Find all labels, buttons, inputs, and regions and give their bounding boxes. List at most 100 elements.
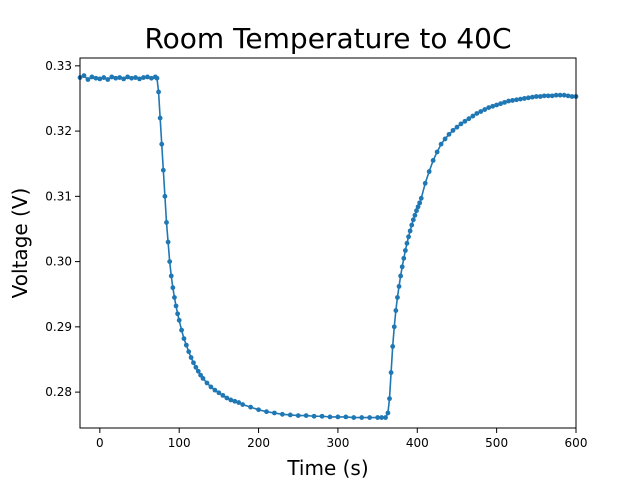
data-point (183, 342, 189, 348)
data-point (410, 217, 416, 223)
y-tick-label: 0.32 (45, 124, 72, 138)
chart-title: Room Temperature to 40C (144, 22, 511, 55)
data-point (498, 101, 504, 107)
data-point (272, 410, 277, 416)
data-point (385, 410, 391, 416)
data-point (398, 273, 404, 279)
data-point (216, 390, 222, 396)
data-point (319, 413, 325, 419)
data-point (164, 220, 169, 225)
series-layer (77, 73, 579, 420)
data-point (200, 376, 206, 381)
x-tick-label: 500 (485, 436, 508, 450)
data-point (191, 360, 196, 366)
x-tick-label: 400 (406, 436, 429, 450)
data-point (391, 324, 397, 330)
data-point (553, 92, 559, 98)
data-point (133, 75, 138, 80)
data-point (434, 149, 440, 155)
data-point (502, 99, 507, 105)
data-point (113, 75, 119, 81)
data-point (375, 415, 380, 420)
data-point (303, 413, 309, 418)
data-point (430, 158, 436, 163)
data-point (418, 195, 424, 201)
data-point (129, 75, 134, 81)
data-point (545, 93, 551, 99)
data-point (179, 327, 184, 333)
data-point (406, 234, 411, 240)
data-point (167, 259, 173, 264)
data-point (412, 212, 418, 218)
data-point (494, 102, 500, 108)
data-point (172, 295, 177, 300)
data-point (97, 76, 103, 82)
data-point (549, 93, 555, 99)
data-point (228, 397, 234, 403)
data-point (186, 349, 192, 355)
data-point (525, 95, 531, 101)
data-point (393, 308, 399, 313)
data-point (379, 415, 384, 420)
data-point (506, 98, 511, 104)
data-point (279, 411, 285, 417)
data-point (141, 75, 146, 80)
voltage-series-line (79, 74, 576, 419)
data-point (224, 395, 230, 401)
y-tick-label: 0.31 (45, 189, 72, 203)
data-point (399, 264, 405, 270)
data-point (89, 74, 95, 80)
data-point (514, 97, 519, 103)
data-point (390, 344, 396, 349)
data-point (159, 141, 165, 147)
data-point (154, 75, 160, 81)
data-point (569, 94, 575, 99)
data-point (248, 404, 254, 410)
data-point (529, 94, 535, 100)
data-point (409, 222, 415, 228)
data-point (395, 295, 400, 300)
data-point (188, 355, 194, 360)
data-point (518, 96, 523, 102)
data-point (510, 98, 515, 103)
data-point (193, 364, 199, 370)
data-point (137, 76, 142, 82)
data-point (173, 303, 179, 309)
data-point (236, 400, 242, 405)
data-point (388, 370, 394, 375)
data-point (125, 74, 131, 80)
data-point (145, 74, 150, 80)
data-point (195, 368, 201, 374)
data-point (81, 73, 87, 79)
data-point (490, 103, 496, 109)
data-point (415, 204, 421, 210)
data-point (256, 407, 261, 413)
data-point (165, 239, 171, 245)
data-point (335, 414, 341, 420)
data-point (105, 77, 111, 82)
data-point (561, 92, 567, 98)
y-tick-label: 0.30 (45, 255, 72, 269)
data-point (168, 273, 174, 279)
data-point (351, 415, 357, 420)
data-point (176, 317, 182, 323)
data-point (181, 336, 187, 341)
data-point (402, 248, 408, 253)
data-point (287, 412, 293, 418)
x-tick-label: 200 (247, 436, 270, 450)
data-point (109, 74, 115, 80)
data-point (175, 311, 181, 317)
data-point (422, 180, 428, 186)
x-axis-ticks: 0 100 200 300 400 500 600 (96, 428, 587, 450)
data-point (295, 413, 301, 418)
data-point (85, 77, 91, 82)
data-point (264, 409, 269, 415)
data-point (93, 75, 99, 81)
x-tick-label: 0 (96, 436, 104, 450)
data-point (396, 284, 402, 289)
data-point (170, 285, 176, 291)
y-axis-ticks: 0.28 0.29 0.30 0.31 0.32 0.33 (45, 59, 80, 399)
data-point (541, 93, 547, 99)
data-point (533, 94, 539, 99)
data-point (446, 131, 452, 137)
